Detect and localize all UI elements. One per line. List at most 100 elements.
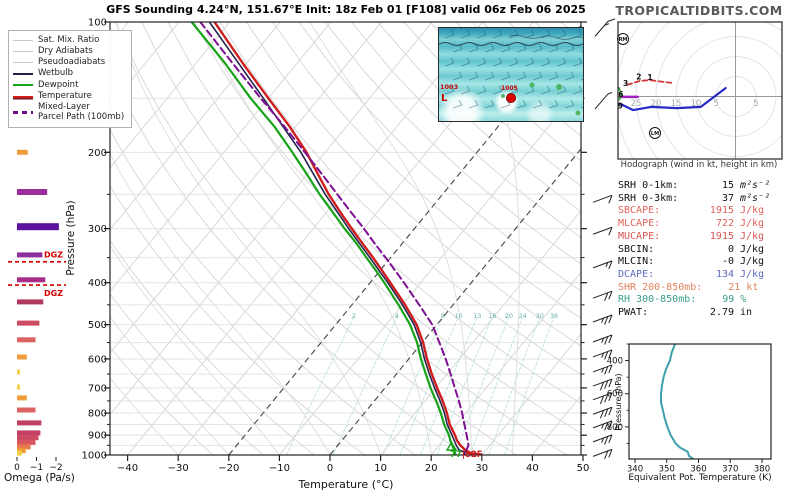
svg-text:360: 360 xyxy=(690,465,706,475)
stats-label: SBCIN: xyxy=(618,243,655,255)
legend-item: Dry Adiabats xyxy=(13,45,127,57)
legend-item: Pseudoadiabats xyxy=(13,57,127,68)
omega-bar xyxy=(17,149,28,155)
svg-text:L: L xyxy=(441,93,448,104)
surface-temp-f: 82F xyxy=(464,450,483,460)
lcl-marker xyxy=(445,441,458,451)
legend-swatch-purple-dash xyxy=(13,111,33,115)
svg-text:30: 30 xyxy=(536,312,544,320)
svg-text:40: 40 xyxy=(526,463,539,474)
svg-text:5: 5 xyxy=(713,99,718,109)
omega-bar xyxy=(17,223,59,231)
stats-label: SBCAPE: xyxy=(618,205,661,217)
omega-bar xyxy=(17,450,22,456)
theta-e-pressure-label: Pressure (hPa) xyxy=(614,373,623,431)
legend-item-label: Sat. Mix. Ratio xyxy=(38,34,100,45)
legend-item: Mixed-Layer Parcel Path (100mb) xyxy=(13,102,127,123)
stats-value: 21 xyxy=(728,281,741,293)
svg-text:1000: 1000 xyxy=(82,451,107,462)
omega-bar xyxy=(17,320,40,326)
stats-row: SRH 0-3km: 37 m²s⁻² xyxy=(618,193,784,206)
surface-temp-annotation: 77|82F xyxy=(450,450,483,460)
legend-item-label: Temperature xyxy=(38,90,92,101)
omega-bar xyxy=(17,337,36,343)
stats-value: 15 xyxy=(721,180,734,191)
svg-text:200: 200 xyxy=(88,148,107,159)
omega-bar xyxy=(17,420,42,426)
legend-box: Sat. Mix. Ratio Dry Adiabats Pseudoadiabat… xyxy=(8,30,132,129)
stats-label: PWAT: xyxy=(618,307,649,319)
stats-value: 722 xyxy=(715,218,734,230)
stats-unit: kt xyxy=(746,281,759,293)
omega-bar xyxy=(17,189,48,195)
svg-text:500: 500 xyxy=(88,320,107,331)
svg-text:−20: −20 xyxy=(218,463,239,474)
stats-value: 37 xyxy=(721,192,734,204)
legend-item: Temperature xyxy=(13,90,127,102)
stats-value: 0 xyxy=(727,243,734,255)
svg-text:10: 10 xyxy=(691,99,702,109)
omega-bar xyxy=(17,369,20,375)
stats-label: SRH 0-3km: xyxy=(618,192,679,204)
theta-e-axis-label: Equivalent Pot. Temperature (K) xyxy=(628,473,772,483)
svg-text:350: 350 xyxy=(659,465,675,475)
stats-row: MUCAPE: 1915 J/kg xyxy=(618,231,784,244)
svg-text:10: 10 xyxy=(374,463,387,474)
stats-unit: m²s⁻² xyxy=(740,192,771,204)
svg-text:3: 3 xyxy=(623,79,628,88)
svg-text:380: 380 xyxy=(754,465,770,475)
svg-text:−1: −1 xyxy=(30,463,43,473)
stats-value: 134 xyxy=(715,268,734,280)
svg-text:400: 400 xyxy=(607,357,623,367)
stats-unit: J/kg xyxy=(740,256,765,268)
svg-text:−30: −30 xyxy=(168,463,189,474)
stats-label: MLCAPE: xyxy=(618,218,661,230)
stats-panel: SRH 0-1km: 15 m²s⁻² SRH 0-3km: 37 m²s⁻² SBCAPE… xyxy=(618,180,784,320)
omega-bar xyxy=(17,444,31,450)
legend-item-label: Dry Adiabats xyxy=(38,45,93,56)
svg-text:DGZ: DGZ xyxy=(44,250,63,259)
stats-label: MUCAPE: xyxy=(618,230,661,242)
site-watermark: TROPICALTIDBITS.COM xyxy=(615,3,783,18)
omega-bar xyxy=(17,439,36,445)
stats-unit: J/kg xyxy=(740,243,765,255)
svg-text:13: 13 xyxy=(473,312,481,320)
stats-label: DCAPE: xyxy=(618,268,655,280)
svg-text:370: 370 xyxy=(722,465,738,475)
svg-text:50: 50 xyxy=(577,463,590,474)
legend-swatch-gray xyxy=(13,51,33,53)
svg-text:15: 15 xyxy=(671,99,682,109)
svg-text:36: 36 xyxy=(550,312,558,320)
svg-text:RM: RM xyxy=(619,37,628,43)
stats-value: 1915 xyxy=(709,230,734,242)
svg-text:1005: 1005 xyxy=(501,85,518,92)
svg-text:900: 900 xyxy=(88,431,107,442)
svg-text:−40: −40 xyxy=(117,463,138,474)
stats-label: SHR 200-850mb: xyxy=(618,281,703,293)
legend-swatch-gray xyxy=(13,39,33,41)
svg-text:0: 0 xyxy=(327,463,333,474)
legend-swatch-gray xyxy=(13,62,33,64)
stats-label: RH 300-850mb: xyxy=(618,294,697,306)
svg-text:600: 600 xyxy=(607,390,623,400)
svg-text:1003: 1003 xyxy=(440,83,458,91)
legend-item: Wetbulb xyxy=(13,69,127,79)
svg-text:340: 340 xyxy=(627,465,643,475)
svg-text:6: 6 xyxy=(618,90,623,99)
stats-value: -0 xyxy=(721,256,734,268)
surface-separator: | xyxy=(461,450,465,460)
hodograph-caption: Hodograph (wind in kt, height in km) xyxy=(620,160,778,170)
svg-text:20: 20 xyxy=(425,463,438,474)
stats-unit: J/kg xyxy=(740,268,765,280)
svg-text:10: 10 xyxy=(454,312,462,320)
stats-unit: m²s⁻² xyxy=(740,180,771,191)
stats-row: MLCIN: -0 J/kg xyxy=(618,256,784,269)
svg-text:20: 20 xyxy=(651,99,662,109)
omega-bar xyxy=(17,277,46,283)
svg-text:2: 2 xyxy=(352,312,356,320)
svg-text:0: 0 xyxy=(14,463,20,473)
omega-bar xyxy=(17,435,39,441)
